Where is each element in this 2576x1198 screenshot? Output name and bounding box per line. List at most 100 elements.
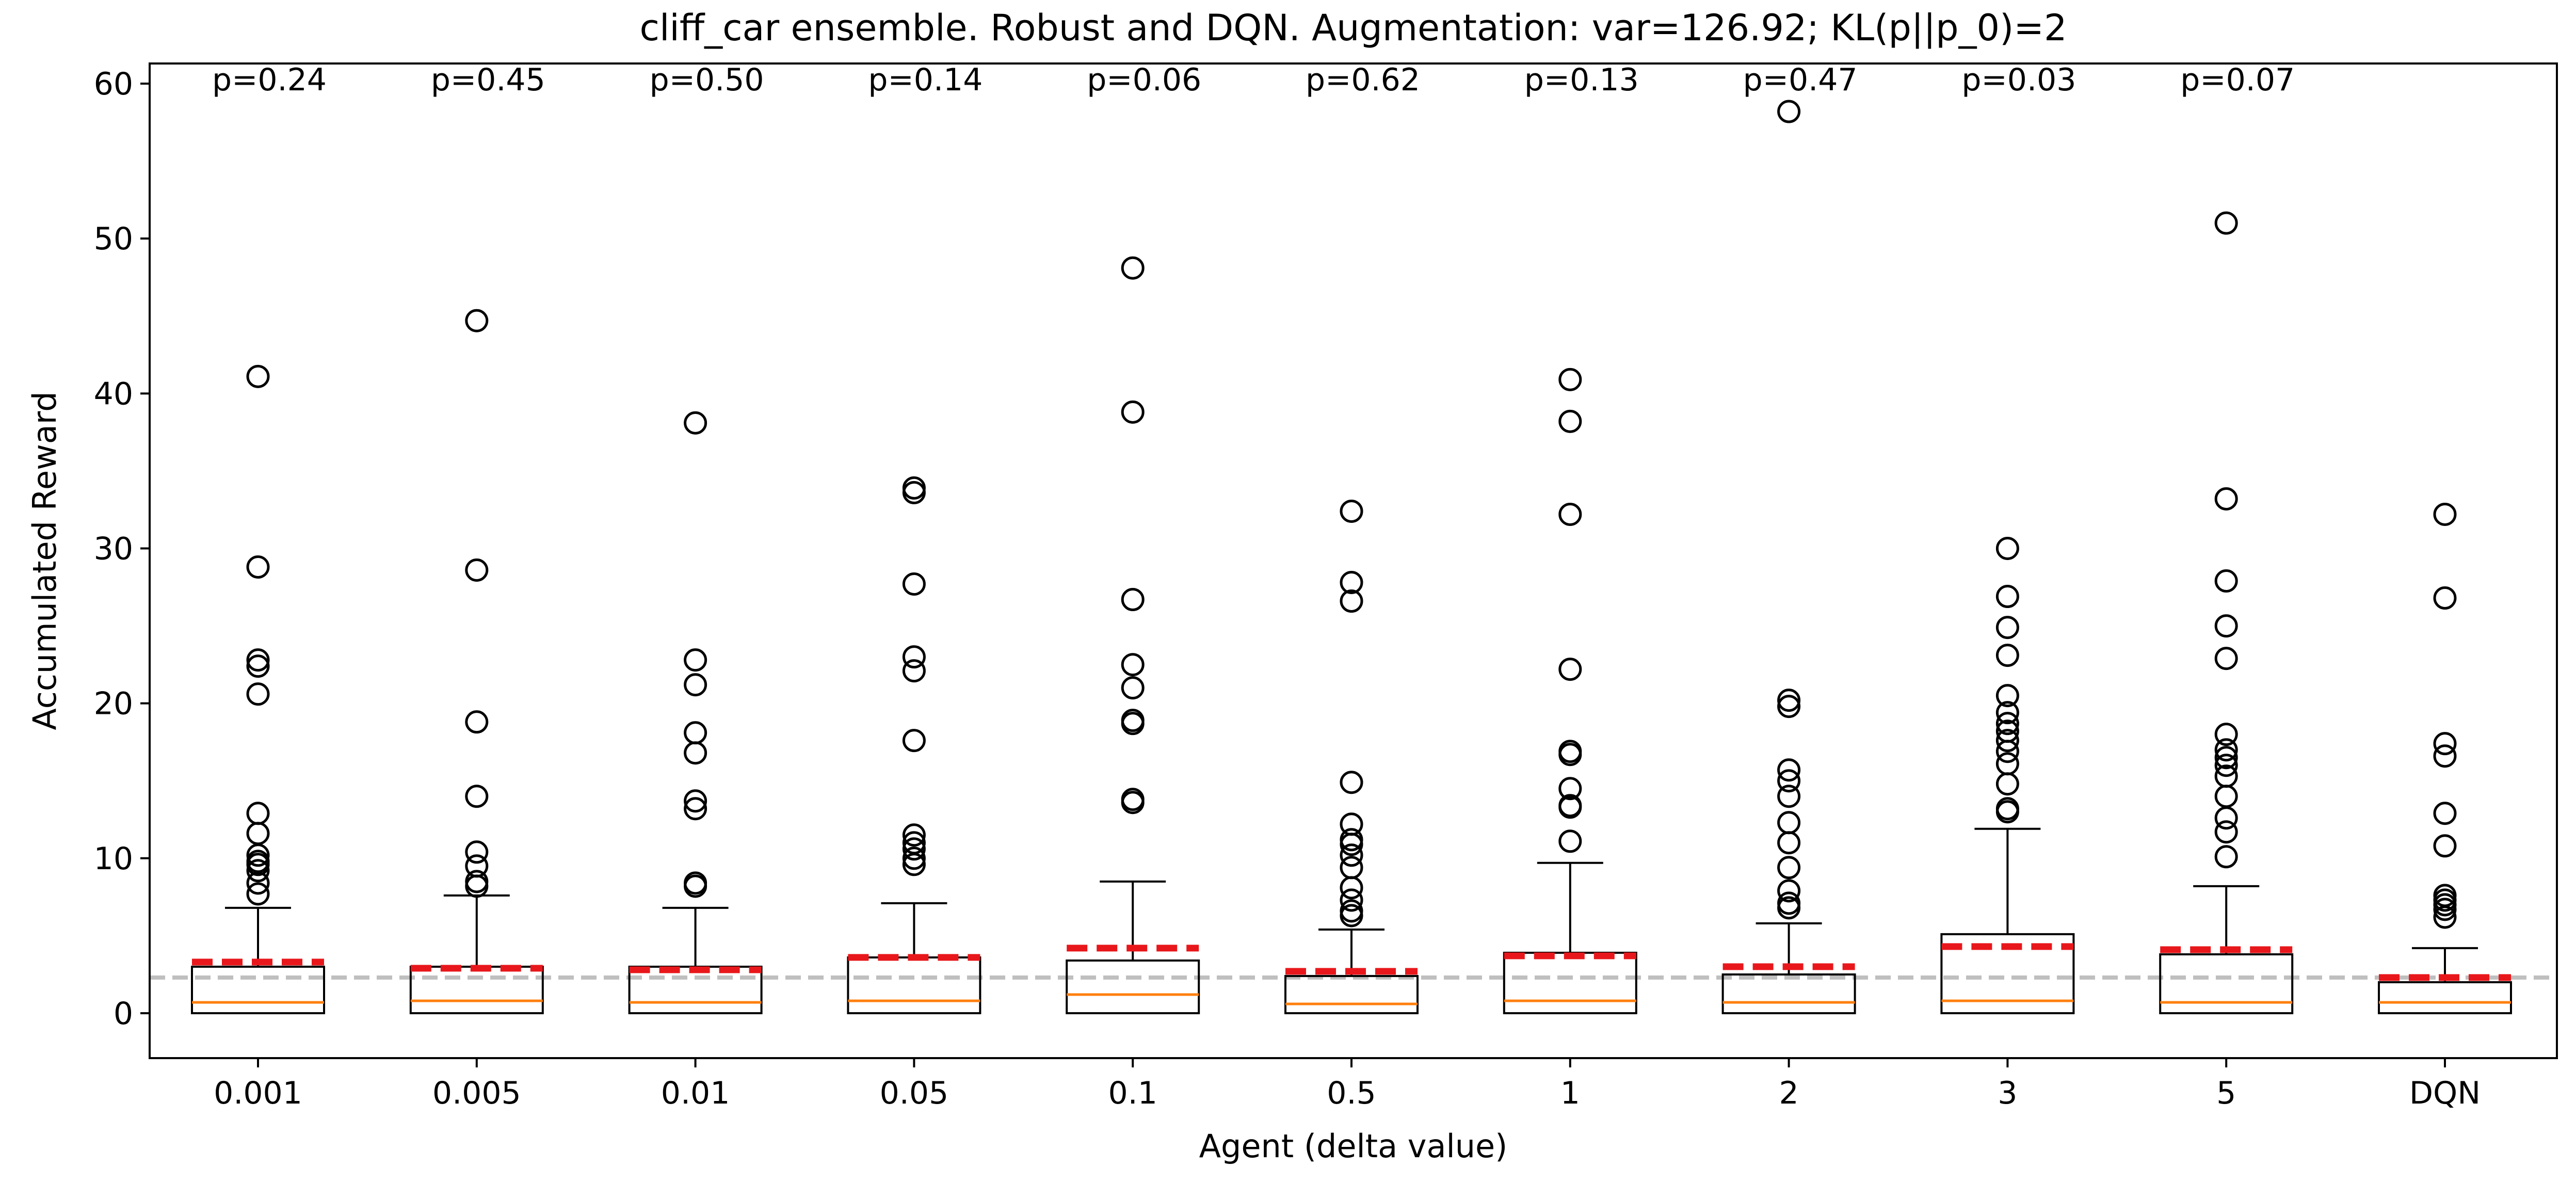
outlier-point <box>1340 899 1363 923</box>
outlier-point <box>2433 802 2457 825</box>
box <box>2159 953 2294 1014</box>
outlier-point <box>902 645 926 669</box>
outlier-point <box>684 871 707 895</box>
outlier-point <box>1995 752 2019 776</box>
y-tick-label: 10 <box>94 841 133 877</box>
y-axis-label: Accumulated Reward <box>26 391 63 730</box>
outlier-point <box>2214 569 2238 593</box>
x-tick-label: 0.001 <box>214 1075 302 1111</box>
outlier-point <box>465 710 489 734</box>
outlier-point <box>2214 614 2238 638</box>
outlier-point <box>246 364 270 388</box>
outlier-point <box>465 870 489 893</box>
outlier-point <box>1340 876 1363 900</box>
outlier-point <box>1340 812 1363 836</box>
box <box>1721 973 1856 1014</box>
outlier-point <box>1558 368 1582 391</box>
p-value-label: p=0.47 <box>1743 62 1858 98</box>
box <box>409 965 544 1014</box>
x-tick-label: DQN <box>2409 1075 2481 1111</box>
outlier-point <box>1558 409 1582 433</box>
outlier-point <box>1340 499 1363 523</box>
outlier-point <box>2433 834 2457 858</box>
outlier-point <box>684 673 707 697</box>
outlier-point <box>1995 797 2019 821</box>
outlier-point <box>2214 647 2238 670</box>
outlier-point <box>246 682 270 706</box>
box <box>628 965 763 1014</box>
outlier-point <box>2214 723 2238 746</box>
y-tick-label: 0 <box>114 996 133 1032</box>
outlier-point <box>1777 856 1801 880</box>
chart-title: cliff_car ensemble. Robust and DQN. Augm… <box>639 7 2067 49</box>
outlier-point <box>684 648 707 672</box>
y-tick-label: 50 <box>94 221 133 257</box>
y-tick-label: 40 <box>94 376 133 412</box>
outlier-point <box>2433 884 2457 907</box>
outlier-point <box>246 850 270 873</box>
p-value-label: p=0.06 <box>1087 62 1201 98</box>
outlier-point <box>1121 400 1145 424</box>
plot-area: 0 10 20 30 40 50 60 0.001 p=0.24 0.005 p=0.45 0.01 p… <box>94 62 2557 1111</box>
outlier-point <box>1777 695 1801 718</box>
outlier-point <box>1340 888 1363 912</box>
outlier-point <box>1995 616 2019 640</box>
outlier-point <box>1340 843 1363 867</box>
outlier-point <box>902 481 926 504</box>
outlier-point <box>1121 676 1145 700</box>
outlier-point <box>246 654 270 678</box>
outlier-point <box>1558 829 1582 853</box>
plot-frame <box>149 62 2558 1059</box>
outlier-point <box>2214 211 2238 235</box>
outlier-point <box>1558 777 1582 801</box>
outlier-point <box>246 802 270 825</box>
outlier-point <box>2433 732 2457 756</box>
x-tick-label: 3 <box>1998 1075 2017 1111</box>
outlier-point <box>1558 794 1582 818</box>
outlier-point <box>902 831 926 855</box>
outlier-point <box>246 882 270 906</box>
outlier-point <box>2214 820 2238 844</box>
outlier-point <box>1995 712 2019 736</box>
outlier-point <box>1777 785 1801 808</box>
p-value-label: p=0.45 <box>431 62 545 98</box>
outlier-point <box>1340 589 1363 613</box>
x-axis-label: Agent (delta value) <box>1199 1127 1508 1165</box>
outlier-point <box>1995 585 2019 609</box>
outlier-point <box>1777 769 1801 793</box>
outlier-point <box>1777 831 1801 855</box>
outlier-point <box>1777 811 1801 835</box>
outlier-point <box>902 729 926 753</box>
x-tick-label: 2 <box>1779 1075 1799 1111</box>
outlier-point <box>465 785 489 808</box>
outlier-point <box>1995 644 2019 667</box>
p-value-label: p=0.24 <box>212 62 327 98</box>
box <box>1284 975 1419 1014</box>
p-value-label: p=0.50 <box>650 62 764 98</box>
x-tick-label: 0.05 <box>880 1075 949 1111</box>
outlier-point <box>902 572 926 596</box>
outlier-point <box>1558 502 1582 526</box>
outlier-point <box>246 859 270 883</box>
outlier-point <box>902 837 926 861</box>
outlier-point <box>1777 758 1801 782</box>
outlier-point <box>465 558 489 582</box>
outlier-point <box>1121 709 1145 732</box>
outlier-point <box>1558 740 1582 763</box>
outlier-point <box>902 476 926 500</box>
outlier-point <box>2433 586 2457 610</box>
p-value-label: p=0.07 <box>2180 62 2295 98</box>
outlier-point <box>2433 744 2457 768</box>
outlier-point <box>1777 879 1801 903</box>
x-tick-label: 5 <box>2216 1075 2236 1111</box>
outlier-point <box>1558 658 1582 681</box>
outlier-point <box>465 309 489 332</box>
outlier-point <box>684 741 707 765</box>
outlier-point <box>1995 729 2019 753</box>
p-value-label: p=0.14 <box>868 62 983 98</box>
outlier-point <box>902 659 926 683</box>
outlier-point <box>246 555 270 579</box>
outlier-point <box>246 648 270 672</box>
outlier-point <box>1777 891 1801 915</box>
